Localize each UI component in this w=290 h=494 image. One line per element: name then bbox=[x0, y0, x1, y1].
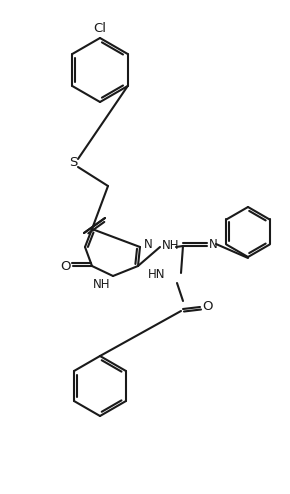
Text: S: S bbox=[69, 157, 77, 169]
Text: O: O bbox=[202, 300, 213, 314]
Text: NH: NH bbox=[93, 278, 110, 291]
Text: NH: NH bbox=[162, 240, 180, 252]
Text: Cl: Cl bbox=[93, 22, 106, 35]
Text: N: N bbox=[144, 239, 153, 251]
Text: HN: HN bbox=[148, 269, 165, 282]
Text: N: N bbox=[209, 239, 218, 251]
Text: O: O bbox=[61, 259, 71, 273]
